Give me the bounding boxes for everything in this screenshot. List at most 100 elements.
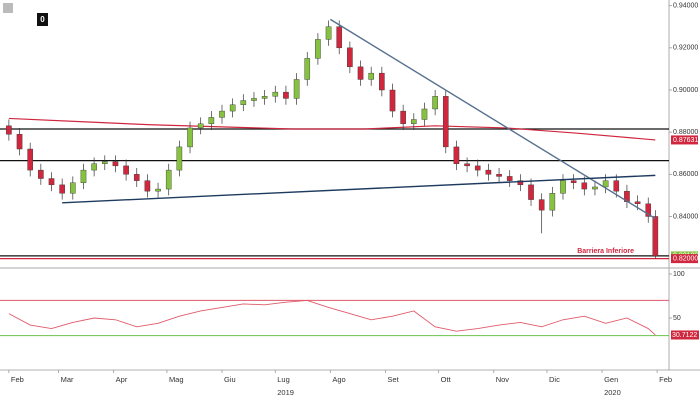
candle-body [101, 161, 108, 164]
x-tick-label: Set [387, 375, 399, 384]
x-tick-label: Ott [441, 375, 452, 384]
candle-body [421, 108, 428, 120]
candle-body [549, 193, 556, 211]
rsi-tag-label: 30.7122 [672, 332, 697, 339]
candle-body [176, 146, 183, 171]
candle-body [411, 119, 417, 124]
y-tick-label: 0.90000 [673, 87, 698, 94]
candle-body [389, 89, 396, 112]
candle-body [6, 125, 12, 135]
candle-body [592, 186, 598, 190]
x-tick-label: Feb [11, 375, 24, 384]
candle-body [432, 96, 438, 110]
y-tick-label: 0.88000 [673, 129, 698, 136]
candle-body [645, 203, 652, 217]
price-tag-label: 0.82000 [673, 255, 698, 262]
candle-body [187, 127, 193, 148]
year-label: 2020 [604, 388, 621, 397]
candle-body [379, 72, 385, 91]
y-tick-label: 0.92000 [673, 45, 698, 52]
candle-body [442, 96, 449, 148]
y-tick-label: 0.84000 [673, 213, 698, 220]
candle-body [38, 169, 44, 179]
annotation: Barriera Inferiore [577, 248, 634, 255]
candle-body [27, 148, 33, 171]
candle-body [538, 199, 545, 211]
rsi-tick-label: 50 [673, 315, 681, 322]
candle-body [336, 26, 343, 49]
badge-box [37, 13, 48, 26]
candle-body [496, 174, 502, 177]
candle-body [528, 184, 534, 200]
y-tick-label: 0.86000 [673, 171, 698, 178]
candle-body [506, 176, 513, 181]
x-tick-label: Gen [604, 375, 618, 384]
candle-body [357, 66, 364, 80]
candle-body [197, 123, 204, 129]
x-tick-label: Ago [332, 375, 345, 384]
candle-body [165, 169, 172, 190]
candle-body [208, 117, 215, 124]
candle-body [229, 104, 236, 112]
candle-body [570, 180, 577, 183]
trendline [62, 174, 656, 204]
candle-body [16, 134, 23, 150]
rsi-tick-label: 100 [673, 271, 685, 278]
candle-body [485, 169, 492, 175]
candle-body [261, 96, 268, 99]
candle-body [315, 39, 321, 59]
candle-body [240, 100, 247, 105]
candle-body [123, 165, 129, 175]
candle-body [474, 165, 481, 171]
moving-average [8, 117, 656, 141]
x-tick-label: Nov [496, 375, 510, 384]
candle-body [133, 174, 140, 181]
badge: 0 [40, 15, 45, 24]
candle-body [283, 91, 289, 99]
candle-body [155, 188, 161, 192]
candle-body [634, 201, 641, 205]
candle-body [453, 146, 460, 164]
price-tag-label: 0.87631 [673, 137, 698, 144]
candle-body [560, 180, 566, 194]
candle-body [304, 58, 311, 80]
x-tick-label: Feb [659, 375, 672, 384]
candle-body [368, 72, 374, 80]
candle-body [293, 79, 300, 99]
y-tick-label: 0.94000 [673, 3, 698, 10]
x-tick-label: Apr [116, 375, 128, 384]
year-label: 2019 [277, 388, 294, 397]
candle-body [144, 180, 151, 192]
toolbar-icon[interactable] [3, 3, 13, 13]
x-tick-label: Lug [277, 375, 290, 384]
candle-body [325, 26, 332, 40]
candle-body [400, 110, 406, 124]
candle-body [219, 110, 225, 118]
price-tag [671, 254, 698, 264]
x-tick-label: Dic [549, 375, 560, 384]
candle-body [48, 178, 55, 186]
candle-body [80, 169, 87, 183]
candle-body [613, 180, 620, 192]
x-tick-label: Mar [61, 375, 74, 384]
candle-body [652, 216, 659, 257]
candle-body [581, 182, 588, 190]
candle-body [251, 98, 257, 101]
candle-body [517, 180, 524, 186]
candle-body [347, 47, 353, 68]
candle-body [602, 180, 609, 188]
candle-body [70, 182, 76, 194]
x-tick-label: Mag [169, 375, 184, 384]
candle-body [464, 163, 470, 167]
x-tick-label: Giu [224, 375, 236, 384]
trendline [329, 18, 656, 220]
rsi-line [8, 299, 656, 336]
candle-body [272, 91, 279, 97]
candle-body [112, 161, 119, 167]
candle-body [91, 163, 97, 171]
candle-body [59, 184, 65, 194]
price-tag [671, 135, 698, 145]
rsi-tag [671, 330, 699, 340]
